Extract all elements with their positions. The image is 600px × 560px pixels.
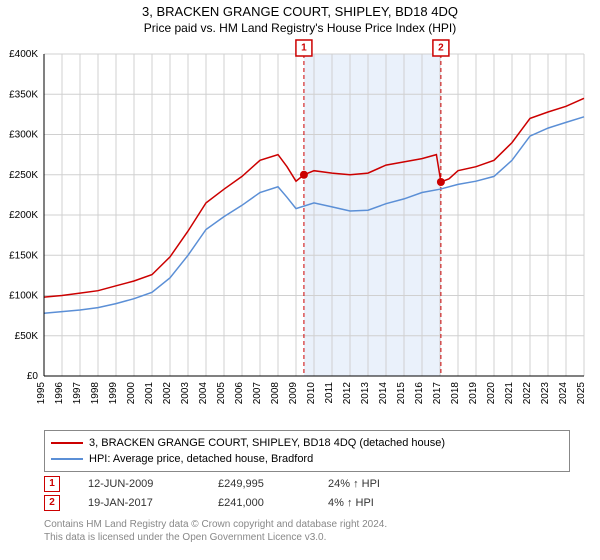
legend-label: 3, BRACKEN GRANGE COURT, SHIPLEY, BD18 4…	[89, 437, 445, 449]
sale-price: £241,000	[218, 497, 328, 509]
svg-text:2011: 2011	[324, 382, 335, 404]
chart-subtitle: Price paid vs. HM Land Registry's House …	[0, 21, 600, 35]
svg-text:2007: 2007	[252, 382, 263, 405]
svg-text:£250K: £250K	[9, 170, 38, 181]
svg-text:2004: 2004	[198, 382, 209, 405]
chart-container: 3, BRACKEN GRANGE COURT, SHIPLEY, BD18 4…	[0, 0, 600, 560]
svg-text:2001: 2001	[144, 382, 155, 405]
svg-text:1998: 1998	[90, 382, 101, 405]
svg-text:£50K: £50K	[15, 331, 39, 342]
svg-text:2000: 2000	[126, 382, 137, 405]
sale-date: 19-JAN-2017	[88, 497, 218, 509]
svg-text:2013: 2013	[360, 382, 371, 405]
title-block: 3, BRACKEN GRANGE COURT, SHIPLEY, BD18 4…	[0, 0, 600, 35]
svg-text:1999: 1999	[108, 382, 119, 405]
svg-text:2022: 2022	[522, 382, 533, 405]
sale-row: 1 12-JUN-2009 £249,995 24% ↑ HPI	[44, 474, 438, 493]
svg-text:£350K: £350K	[9, 89, 38, 100]
svg-text:2005: 2005	[216, 382, 227, 405]
sale-price: £249,995	[218, 478, 328, 490]
svg-text:2015: 2015	[396, 382, 407, 405]
svg-text:2012: 2012	[342, 382, 353, 405]
svg-text:£400K: £400K	[9, 49, 38, 60]
svg-text:2009: 2009	[288, 382, 299, 405]
svg-text:2018: 2018	[450, 382, 461, 405]
footer-line: This data is licensed under the Open Gov…	[44, 531, 387, 544]
chart-title: 3, BRACKEN GRANGE COURT, SHIPLEY, BD18 4…	[0, 4, 600, 19]
svg-text:2002: 2002	[162, 382, 173, 405]
svg-text:2003: 2003	[180, 382, 191, 405]
legend-label: HPI: Average price, detached house, Brad…	[89, 453, 313, 465]
sale-row: 2 19-JAN-2017 £241,000 4% ↑ HPI	[44, 493, 438, 512]
svg-text:£100K: £100K	[9, 291, 38, 302]
svg-text:2016: 2016	[414, 382, 425, 405]
svg-text:1995: 1995	[36, 382, 47, 405]
footer-line: Contains HM Land Registry data © Crown c…	[44, 518, 387, 531]
svg-text:£300K: £300K	[9, 130, 38, 141]
svg-text:2008: 2008	[270, 382, 281, 405]
svg-text:2017: 2017	[432, 382, 443, 405]
svg-text:2021: 2021	[504, 382, 515, 405]
legend-item: 3, BRACKEN GRANGE COURT, SHIPLEY, BD18 4…	[51, 435, 563, 451]
legend-swatch	[51, 442, 83, 444]
legend: 3, BRACKEN GRANGE COURT, SHIPLEY, BD18 4…	[44, 430, 570, 472]
svg-text:£150K: £150K	[9, 250, 38, 261]
svg-text:2024: 2024	[558, 382, 569, 405]
chart-svg: £0£50K£100K£150K£200K£250K£300K£350K£400…	[44, 48, 584, 416]
svg-text:1: 1	[301, 43, 307, 54]
svg-text:2014: 2014	[378, 382, 389, 405]
svg-text:1997: 1997	[72, 382, 83, 405]
svg-text:2006: 2006	[234, 382, 245, 405]
sale-date: 12-JUN-2009	[88, 478, 218, 490]
svg-text:2025: 2025	[576, 382, 587, 405]
sale-hpi: 24% ↑ HPI	[328, 478, 438, 490]
svg-text:2: 2	[438, 43, 444, 54]
legend-item: HPI: Average price, detached house, Brad…	[51, 451, 563, 467]
footer-attribution: Contains HM Land Registry data © Crown c…	[44, 518, 387, 544]
svg-text:2019: 2019	[468, 382, 479, 405]
svg-text:2023: 2023	[540, 382, 551, 405]
svg-text:£200K: £200K	[9, 210, 38, 221]
legend-swatch	[51, 458, 83, 460]
sales-table: 1 12-JUN-2009 £249,995 24% ↑ HPI 2 19-JA…	[44, 474, 438, 512]
svg-text:2020: 2020	[486, 382, 497, 405]
svg-text:2010: 2010	[306, 382, 317, 405]
sale-marker-icon: 1	[44, 476, 60, 492]
svg-text:1996: 1996	[54, 382, 65, 405]
svg-text:£0: £0	[27, 371, 39, 382]
sale-marker-icon: 2	[44, 495, 60, 511]
sale-hpi: 4% ↑ HPI	[328, 497, 438, 509]
